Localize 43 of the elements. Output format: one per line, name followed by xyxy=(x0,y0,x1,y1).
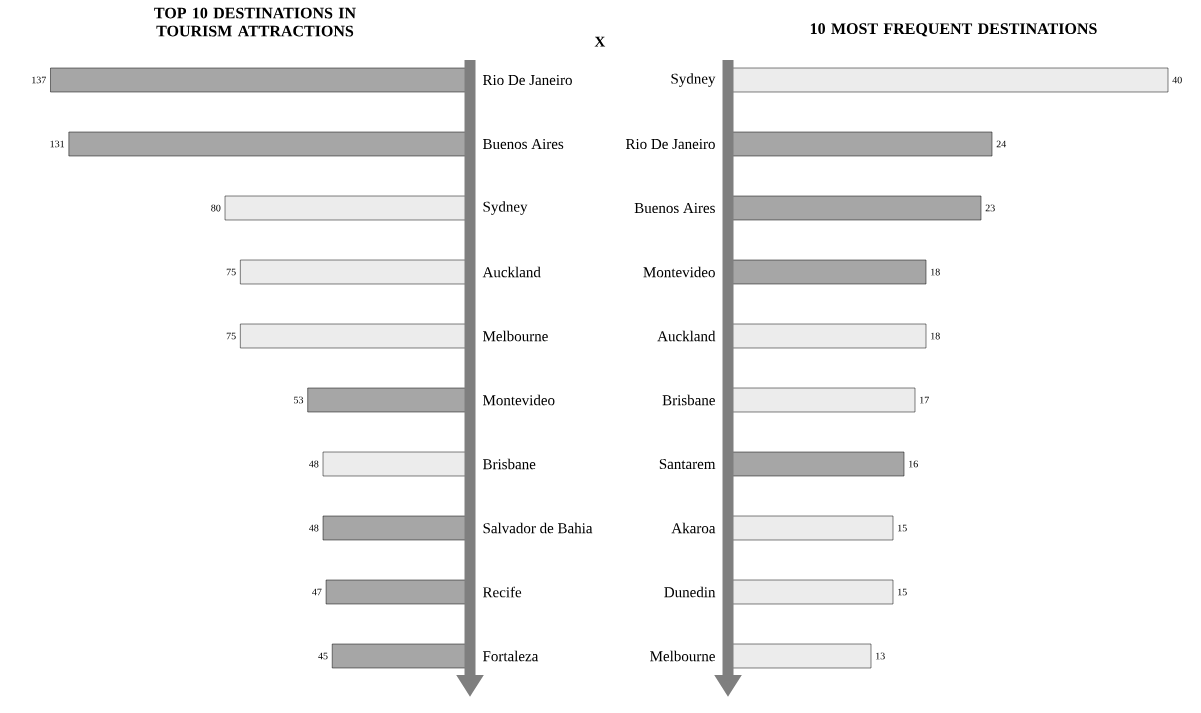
y-tick-label: Auckland xyxy=(657,330,716,342)
y-tick-label: Buenos Aires xyxy=(634,202,715,214)
y-tick-label: Fortaleza xyxy=(482,650,539,662)
data-label: 13 xyxy=(876,652,885,660)
y-tick-label: Sydney xyxy=(483,201,528,215)
data-label: 23 xyxy=(985,204,995,212)
text: X xyxy=(594,36,606,47)
y-tick-label: Rio De Janeiro xyxy=(482,74,572,86)
y-tick-label: Buenos Aires xyxy=(482,138,564,150)
data-label: 80 xyxy=(211,204,221,212)
y-tick-label: Sydney xyxy=(671,73,716,87)
chart-title: 10 MOST FREQUENT DESTINATIONS xyxy=(810,23,1097,37)
y-tick-label: Melbourne xyxy=(650,650,715,662)
y-tick-label: Melbourne xyxy=(482,330,548,342)
data-label: 15 xyxy=(898,588,907,596)
data-label: 18 xyxy=(931,332,940,340)
data-label: 47 xyxy=(312,588,322,596)
data-label: 75 xyxy=(226,268,236,276)
data-label: 137 xyxy=(32,76,47,84)
data-label: 131 xyxy=(50,140,65,148)
y-tick-label: Montevideo xyxy=(482,394,555,406)
data-label: 40 xyxy=(1172,76,1182,84)
y-tick-label: Brisbane xyxy=(662,394,715,406)
y-tick-label: Akaroa xyxy=(671,522,716,534)
chart-title: TOP 10 DESTINATIONS IN TOURISM ATTRACTIONS xyxy=(154,7,356,37)
data-label: 53 xyxy=(294,396,304,404)
data-label: 75 xyxy=(226,332,236,340)
y-tick-label: Montevideo xyxy=(643,266,715,278)
data-label: 24 xyxy=(996,140,1007,148)
data-label: 48 xyxy=(309,524,319,532)
data-label: 18 xyxy=(931,268,940,276)
y-tick-label: Santarem xyxy=(659,458,716,470)
data-label: 48 xyxy=(309,460,319,468)
y-tick-label: Rio De Janeiro xyxy=(625,138,715,150)
y-tick-label: Auckland xyxy=(482,266,541,278)
y-tick-label: Dunedin xyxy=(664,586,716,598)
data-label: 16 xyxy=(909,460,918,468)
y-tick-label: Recife xyxy=(482,586,522,598)
data-label: 15 xyxy=(898,524,907,532)
data-label: 17 xyxy=(920,396,929,404)
data-label: 45 xyxy=(318,652,328,660)
y-tick-label: Brisbane xyxy=(482,458,536,470)
y-tick-label: Salvador de Bahia xyxy=(483,522,593,534)
